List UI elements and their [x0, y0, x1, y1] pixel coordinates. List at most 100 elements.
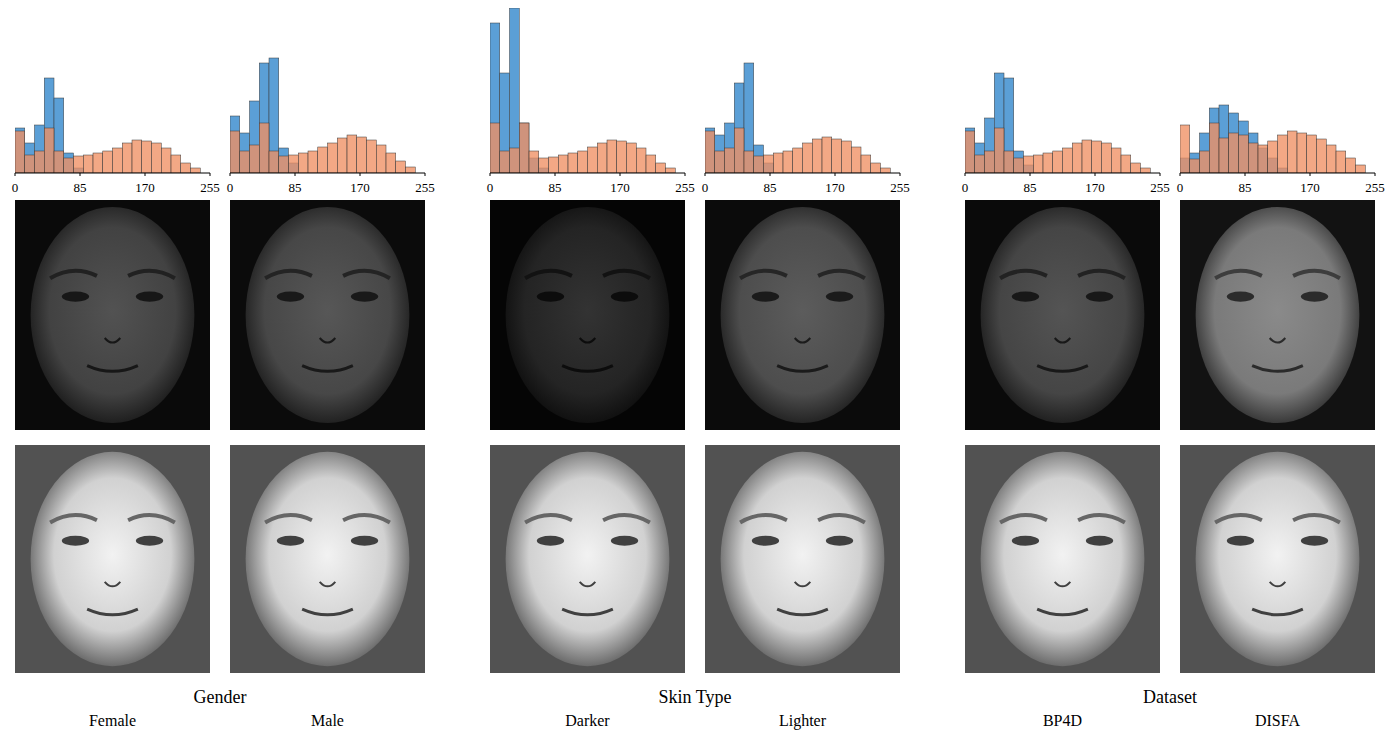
- histogram-bar: [1317, 139, 1327, 173]
- nose: [795, 582, 811, 587]
- brow: [1000, 515, 1047, 522]
- histogram-bar: [93, 153, 103, 173]
- eye: [537, 536, 564, 546]
- mouth: [87, 366, 138, 372]
- panel: 085170255Darker: [487, 8, 695, 729]
- eye: [277, 292, 304, 302]
- histogram-bar: [1033, 155, 1043, 173]
- histogram-bar: [25, 143, 35, 173]
- histogram-bar: [965, 128, 975, 173]
- histogram-bar: [607, 140, 617, 173]
- nose: [1270, 582, 1286, 587]
- nose: [105, 582, 121, 587]
- histogram-bar: [617, 141, 627, 173]
- face: [721, 207, 885, 423]
- image-background: [230, 445, 425, 673]
- histogram-bar: [1239, 121, 1249, 173]
- histogram-bar: [1209, 123, 1219, 173]
- brow: [343, 515, 390, 522]
- face: [1196, 207, 1360, 423]
- histogram-bar: [132, 140, 142, 173]
- figure: 085170255Female085170255Male085170255Dar…: [0, 0, 1395, 736]
- histogram-bar: [994, 128, 1004, 173]
- panel-label: Male: [311, 712, 344, 729]
- histogram-bar: [842, 141, 852, 173]
- histogram-bar: [1004, 78, 1014, 173]
- brow: [818, 515, 865, 522]
- eye: [611, 536, 638, 546]
- x-tick-label: 170: [1300, 180, 1320, 195]
- x-tick-label: 170: [610, 180, 630, 195]
- nose: [320, 338, 336, 343]
- x-tick: [1095, 173, 1096, 176]
- histogram-bar: [298, 153, 308, 173]
- x-tick-label: 0: [487, 180, 494, 195]
- histogram-bar: [318, 147, 328, 173]
- histogram-bars: [230, 58, 415, 173]
- x-tick-label: 170: [1085, 180, 1105, 195]
- x-tick: [1310, 173, 1311, 176]
- face: [246, 207, 410, 423]
- x-axis: [705, 173, 900, 174]
- eye: [611, 292, 638, 302]
- panel: 085170255Female: [12, 78, 220, 729]
- face: [721, 452, 885, 666]
- histogram-bar: [1072, 143, 1082, 173]
- histogram-bar: [1190, 159, 1200, 173]
- x-tick: [1030, 173, 1031, 176]
- x-tick-label: 85: [74, 180, 87, 195]
- histogram-bar: [35, 151, 45, 173]
- histogram-bar: [15, 128, 25, 173]
- histogram-bar: [965, 131, 975, 173]
- face: [506, 207, 670, 423]
- histogram-bar: [367, 140, 377, 173]
- histogram-bar: [1336, 151, 1346, 173]
- x-tick: [900, 173, 901, 176]
- histogram-bars: [1180, 105, 1365, 173]
- eye: [1227, 292, 1254, 302]
- histogram-bar: [15, 131, 25, 173]
- histogram-bar: [1297, 133, 1307, 173]
- x-axis: [1180, 173, 1375, 174]
- face: [246, 452, 410, 666]
- histogram-bar: [1248, 143, 1258, 173]
- nose: [795, 338, 811, 343]
- face: [981, 207, 1145, 423]
- x-tick: [145, 173, 146, 176]
- histogram-bar: [269, 58, 279, 173]
- x-tick: [1245, 173, 1246, 176]
- histogram-bar: [113, 148, 123, 173]
- eye: [826, 292, 853, 302]
- x-tick-label: 170: [135, 180, 155, 195]
- histogram-bar: [1004, 151, 1014, 173]
- histogram-bar: [142, 141, 152, 173]
- eye: [1012, 292, 1039, 302]
- x-tick-label: 0: [1177, 180, 1184, 195]
- histogram-bar: [1131, 163, 1141, 173]
- histogram-bars: [705, 63, 890, 173]
- histogram-bar: [54, 98, 64, 173]
- eye: [62, 536, 89, 546]
- brow: [603, 271, 650, 279]
- histogram-bar: [773, 153, 783, 173]
- histogram-bar: [1063, 148, 1073, 173]
- x-tick-label: 255: [1150, 180, 1170, 195]
- eye: [1086, 536, 1113, 546]
- panel-label: BP4D: [1043, 712, 1082, 729]
- eye: [277, 536, 304, 546]
- histogram-bar: [754, 156, 764, 173]
- x-tick: [425, 173, 426, 176]
- image-background: [490, 200, 685, 430]
- brow: [1078, 515, 1125, 522]
- histogram-bar: [744, 63, 754, 173]
- x-tick-label: 0: [962, 180, 969, 195]
- brow: [603, 515, 650, 522]
- histogram-bar: [83, 155, 93, 173]
- histogram-bar: [754, 145, 764, 173]
- x-tick-label: 255: [200, 180, 220, 195]
- histogram-bars: [490, 8, 675, 173]
- x-axis: [230, 173, 425, 174]
- eye: [537, 292, 564, 302]
- mouth: [562, 366, 613, 372]
- histogram-bar: [269, 151, 279, 173]
